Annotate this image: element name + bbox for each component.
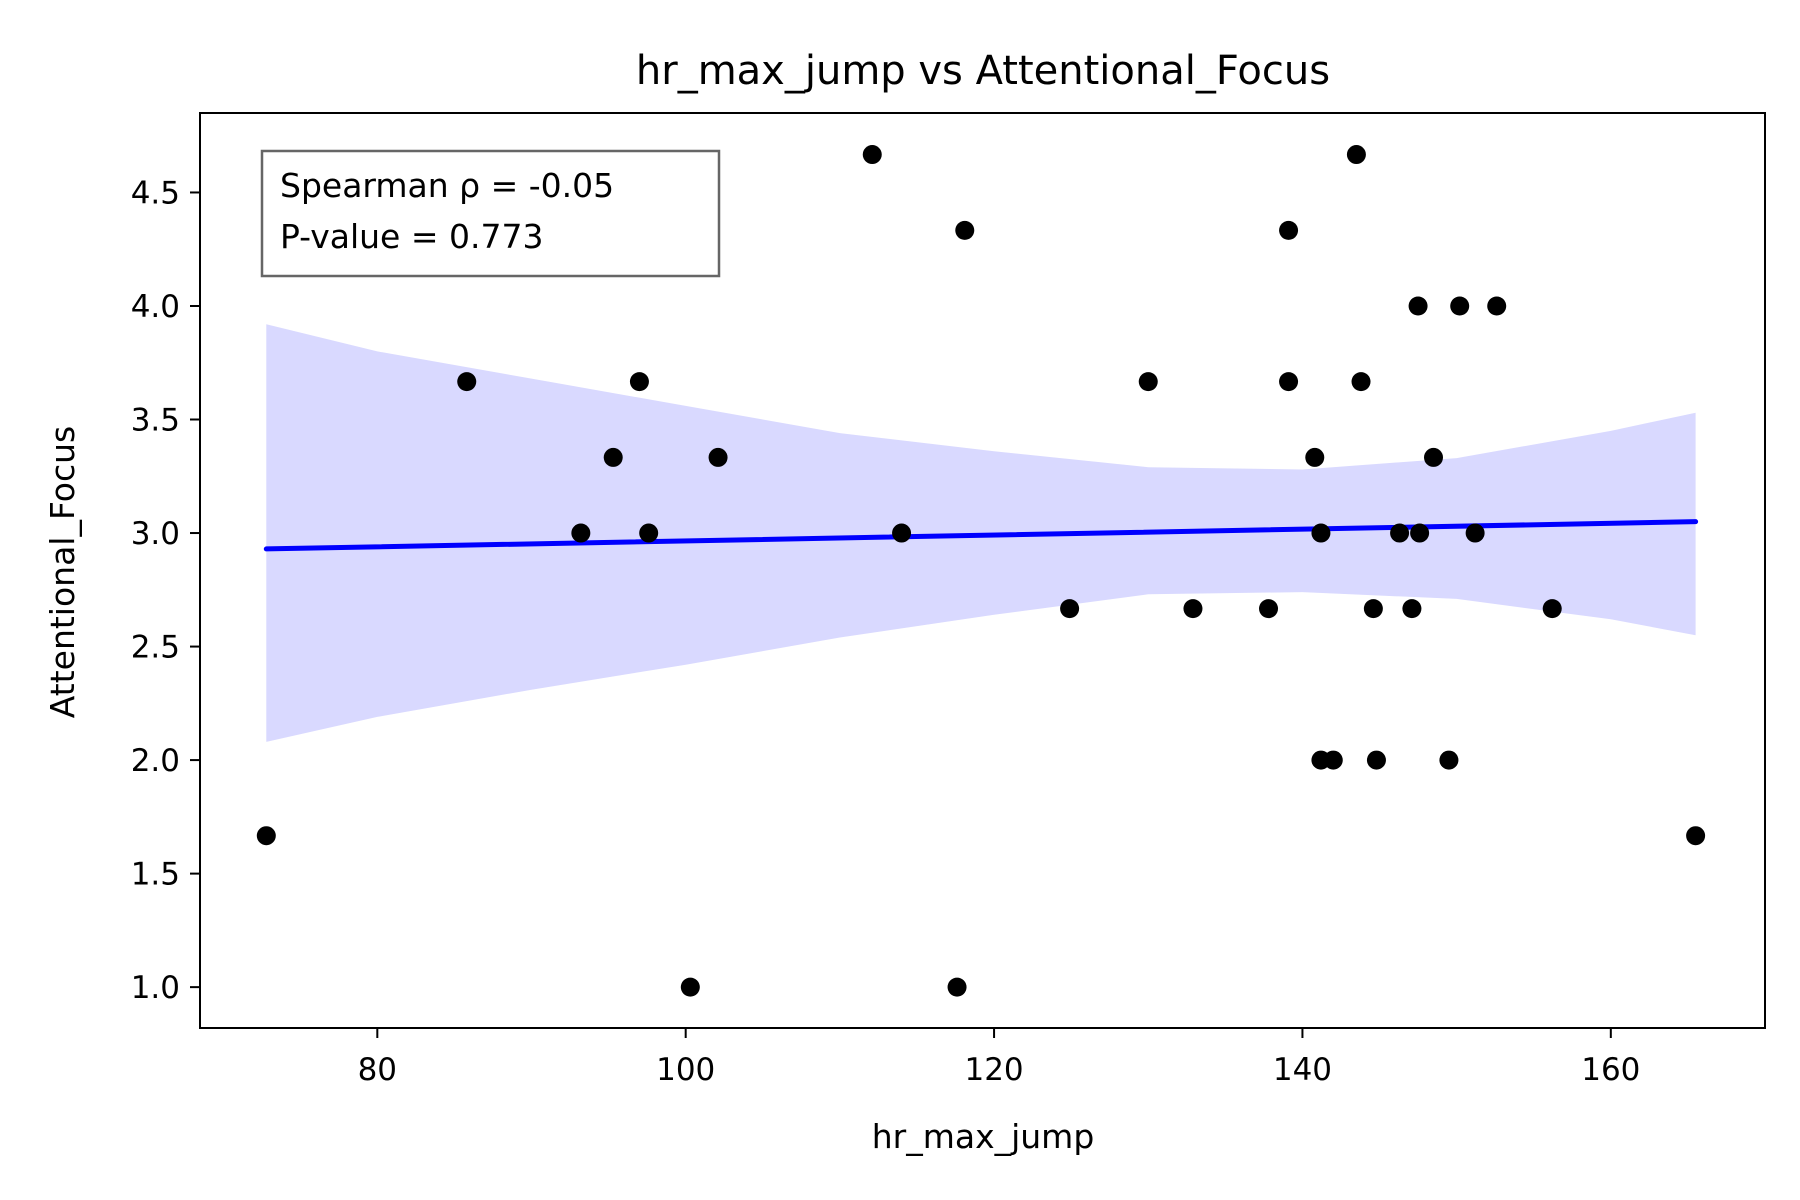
data-point <box>1363 599 1383 619</box>
data-point <box>1351 372 1371 392</box>
plot-frame <box>199 112 1766 1029</box>
data-point <box>862 145 882 165</box>
y-axis-ticks: 1.0 1.5 2.0 2.5 3.0 3.5 4.0 4.5 <box>131 175 200 1006</box>
annotation-spearman: Spearman ρ = -0.05 <box>280 166 614 205</box>
data-point <box>1423 447 1443 467</box>
data-point <box>639 523 659 543</box>
data-point <box>1323 750 1343 770</box>
data-point <box>1259 599 1279 619</box>
data-point <box>1542 599 1562 619</box>
x-tick-label: 80 <box>358 1052 397 1088</box>
y-tick-label: 3.0 <box>131 516 180 552</box>
data-point <box>1408 296 1428 316</box>
regression-line-layer <box>263 519 1699 552</box>
data-point <box>947 977 967 997</box>
x-tick-label: 120 <box>964 1052 1023 1088</box>
data-point <box>1305 447 1325 467</box>
y-tick-label: 2.5 <box>131 630 180 666</box>
data-point <box>1390 523 1410 543</box>
data-point <box>1450 296 1470 316</box>
y-tick-label: 1.5 <box>131 857 180 893</box>
data-point <box>1138 372 1158 392</box>
annotation-pvalue: P-value = 0.773 <box>280 217 543 256</box>
data-point <box>457 372 477 392</box>
y-axis-label: Attentional_Focus <box>43 426 82 718</box>
data-point <box>1465 523 1485 543</box>
data-point <box>1686 826 1706 846</box>
y-tick-label: 2.0 <box>131 743 180 779</box>
regression-line <box>263 519 1699 552</box>
data-point <box>603 447 623 467</box>
data-point <box>1410 523 1430 543</box>
data-point <box>892 523 912 543</box>
y-tick-label: 1.0 <box>131 970 180 1006</box>
data-point <box>1366 750 1386 770</box>
chart-title: hr_max_jump vs Attentional_Focus <box>636 48 1330 94</box>
y-tick-label: 3.5 <box>131 403 180 439</box>
x-tick-label: 140 <box>1273 1052 1332 1088</box>
data-point <box>1487 296 1507 316</box>
annotation-box <box>260 149 721 278</box>
x-axis-ticks: 80 100 120 140 160 <box>358 1028 1640 1088</box>
data-point <box>571 523 591 543</box>
data-point <box>708 447 728 467</box>
x-tick-label: 160 <box>1581 1052 1640 1088</box>
data-point <box>256 826 276 846</box>
stats-annotation: Spearman ρ = -0.05 P-value = 0.773 <box>260 149 721 278</box>
data-point <box>1346 145 1366 165</box>
data-point <box>1439 750 1459 770</box>
data-points-layer <box>256 145 1706 997</box>
y-tick-label: 4.5 <box>131 175 180 211</box>
y-tick-label: 4.0 <box>131 289 180 325</box>
x-tick-label: 100 <box>656 1052 715 1088</box>
data-point <box>629 372 649 392</box>
data-point <box>1183 599 1203 619</box>
data-point <box>1279 220 1299 240</box>
data-point <box>1060 599 1080 619</box>
data-point <box>955 220 975 240</box>
data-point <box>1279 372 1299 392</box>
data-point <box>1402 599 1422 619</box>
data-point <box>680 977 700 997</box>
data-point <box>1311 523 1331 543</box>
x-axis-label: hr_max_jump <box>872 1117 1095 1156</box>
